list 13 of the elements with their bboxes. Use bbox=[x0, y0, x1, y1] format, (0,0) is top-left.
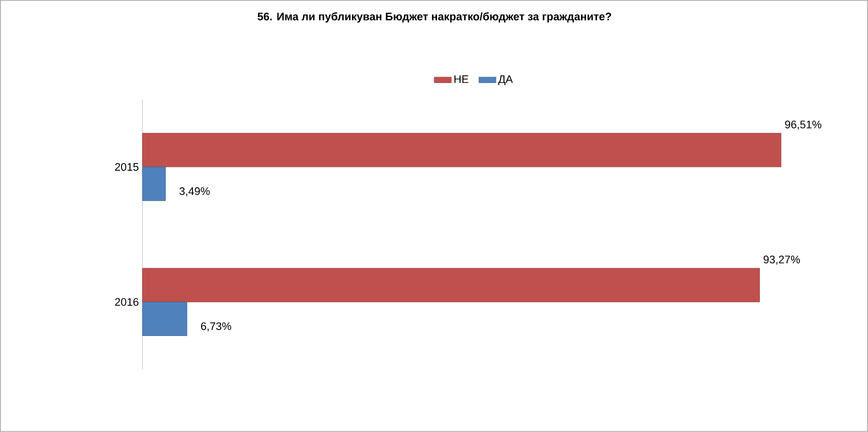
bar bbox=[142, 166, 166, 201]
data-label: 93,27% bbox=[764, 256, 800, 265]
data-label: 96,51% bbox=[785, 120, 822, 130]
data-label: 6,73% bbox=[201, 322, 232, 332]
bar bbox=[142, 133, 782, 168]
chart-title: 56. Има ли публикуван Бюджет накратко/бюджет за гражданите? bbox=[258, 12, 612, 23]
bar bbox=[142, 302, 188, 336]
data-label: 3,49% bbox=[179, 187, 210, 196]
legend-label: ДА bbox=[498, 75, 513, 86]
y-tick-label: 2016 bbox=[115, 298, 138, 306]
y-tick-label: 2015 bbox=[115, 163, 138, 171]
legend-label: НЕ bbox=[454, 75, 468, 83]
bar bbox=[142, 268, 760, 302]
